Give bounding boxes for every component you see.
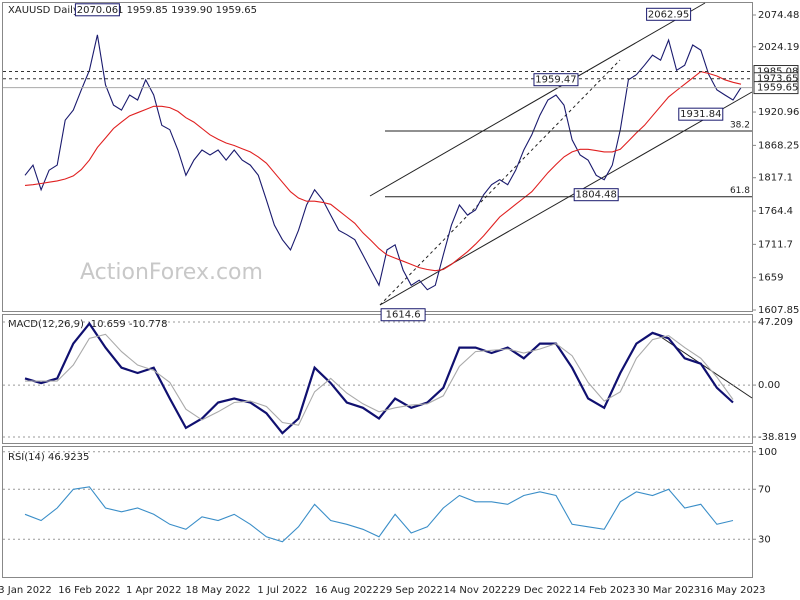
price-title: XAUUSD Daily 1939.91 1959.85 1939.90 195… <box>8 5 257 16</box>
annotation-box <box>678 107 724 121</box>
x-tick-label: 29 Dec 2022 <box>508 585 572 596</box>
annotation-box <box>74 3 120 17</box>
y-tick-label: 1659 <box>758 273 783 284</box>
y-tick-label: 70 <box>758 484 771 495</box>
price-marker-box <box>753 81 799 95</box>
annotation-label: 2070.06 <box>77 5 118 16</box>
x-tick-label: 16 Aug 2022 <box>315 585 379 596</box>
series-line <box>25 333 734 426</box>
series-line <box>24 71 742 272</box>
y-tick-label: 2024.19 <box>758 42 799 53</box>
y-tick-label: 0.00 <box>758 380 780 391</box>
y-tick-label: 2074.48 <box>758 10 799 21</box>
y-tick-label: 1868.25 <box>758 140 799 151</box>
series-line <box>24 34 742 291</box>
channel-upper <box>369 2 706 197</box>
y-tick-label: -38.819 <box>758 432 797 443</box>
rsi-title: RSI(14) 46.9235 <box>8 452 89 463</box>
x-tick-label: 16 Feb 2022 <box>58 585 120 596</box>
x-tick-label: 18 May 2022 <box>185 585 250 596</box>
price-marker-label: 1973.65 <box>757 74 798 85</box>
x-tick-label: 3 Jan 2022 <box>0 585 52 596</box>
price-marker-label: 1985.08 <box>757 67 798 78</box>
macd-panel <box>2 314 753 444</box>
annotation-box <box>573 188 619 202</box>
y-tick-label: 30 <box>758 534 771 545</box>
x-tick-label: 14 Feb 2023 <box>573 585 635 596</box>
price-marker-label: 1959.65 <box>757 83 798 94</box>
y-tick-label: 1920.96 <box>758 107 799 118</box>
series-line <box>24 486 734 543</box>
annotation-box <box>646 7 692 21</box>
rsi-panel <box>2 446 753 578</box>
x-tick-label: 1 Jul 2022 <box>257 585 307 596</box>
annotation-label: 1614.6 <box>386 310 421 321</box>
x-tick-label: 29 Sep 2022 <box>379 585 442 596</box>
y-tick-label: 1607.85 <box>758 305 799 316</box>
y-tick-label: 1764.4 <box>758 206 793 217</box>
macd-trendline <box>654 332 753 399</box>
price-panel <box>2 2 753 312</box>
y-tick-label: 47.209 <box>758 317 793 328</box>
y-tick-label: 100 <box>758 447 777 458</box>
y-tick-label: 1711.7 <box>758 239 793 250</box>
x-tick-label: 30 Mar 2023 <box>637 585 700 596</box>
annotation-box <box>533 73 579 87</box>
annotation-box <box>380 308 426 322</box>
fib-label: 38.2 <box>730 120 750 130</box>
x-tick-label: 1 Apr 2022 <box>126 585 181 596</box>
annotation-label: 1804.48 <box>576 190 617 201</box>
y-tick-label: 1817.1 <box>758 173 793 184</box>
x-tick-label: 16 May 2023 <box>700 585 765 596</box>
annotation-label: 1959.47 <box>535 75 576 86</box>
series-line <box>24 321 734 435</box>
annotation-label: 2062.95 <box>648 9 689 20</box>
x-tick-label: 14 Nov 2022 <box>443 585 507 596</box>
annotation-label: 1931.84 <box>680 109 721 120</box>
fib-label: 61.8 <box>730 186 750 196</box>
watermark: ActionForex.com <box>80 260 263 285</box>
